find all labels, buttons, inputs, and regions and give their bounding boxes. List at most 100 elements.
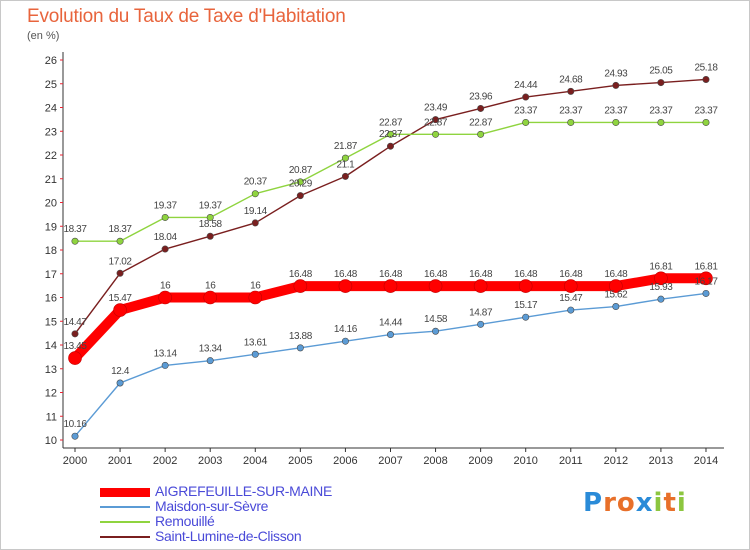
data-point-aigrefeuille-sur-maine (563, 279, 578, 293)
data-label-aigrefeuille-sur-maine: 16.48 (469, 269, 493, 280)
data-point-remouille (116, 237, 124, 245)
data-label-aigrefeuille-sur-maine: 16.48 (604, 269, 628, 280)
data-point-remouille (296, 178, 304, 186)
chart-data-labels: 14.4717.0218.0418.5819.1420.2921.122.372… (63, 62, 718, 430)
data-label-aigrefeuille-sur-maine: 16.48 (424, 269, 448, 280)
logo-letter: i (676, 488, 687, 518)
data-label-saint-lumine-de-clisson: 25.18 (694, 62, 718, 73)
data-point-remouille (657, 118, 665, 126)
data-point-saint-lumine-de-clisson (296, 192, 304, 200)
data-label-maisdon-sur-sevre: 12.4 (111, 366, 130, 377)
data-point-remouille (341, 154, 349, 162)
x-tick-label: 2001 (108, 455, 132, 467)
data-point-remouille (161, 213, 169, 221)
data-point-aigrefeuille-sur-maine (473, 279, 488, 293)
data-point-saint-lumine-de-clisson (71, 330, 79, 338)
data-point-remouille (206, 213, 214, 221)
data-point-saint-lumine-de-clisson (116, 269, 124, 277)
data-label-remouille: 23.37 (559, 105, 583, 116)
legend-label-aigrefeuille: AIGREFEUILLE-SUR-MAINE (155, 483, 332, 499)
x-tick-label: 2005 (288, 455, 312, 467)
data-point-saint-lumine-de-clisson (477, 104, 485, 112)
data-label-aigrefeuille-sur-maine: 16 (250, 281, 261, 292)
y-tick-label: 13 (45, 364, 57, 376)
data-label-remouille: 23.37 (514, 105, 538, 116)
data-label-aigrefeuille-sur-maine: 16.48 (559, 269, 583, 280)
series-line-remouille (74, 121, 707, 242)
data-point-maisdon-sur-sevre (432, 327, 440, 335)
y-tick-label: 23 (45, 126, 57, 138)
data-point-aigrefeuille-sur-maine (68, 351, 82, 365)
data-label-remouille: 22.87 (379, 117, 403, 128)
y-tick-label: 18 (45, 245, 57, 257)
data-label-saint-lumine-de-clisson: 21.1 (336, 159, 355, 170)
y-tick-label: 17 (45, 269, 57, 281)
x-tick-label: 2006 (333, 455, 357, 467)
data-label-aigrefeuille-sur-maine: 16 (205, 281, 216, 292)
data-point-aigrefeuille-sur-maine (203, 290, 218, 305)
y-tick-label: 14 (45, 340, 57, 352)
data-label-saint-lumine-de-clisson: 23.96 (469, 91, 493, 102)
data-label-remouille: 22.87 (469, 117, 493, 128)
data-label-maisdon-sur-sevre: 13.14 (154, 348, 178, 359)
data-label-remouille: 19.37 (199, 200, 223, 211)
chart-title: Evolution du Taux de Taxe d'Habitation (27, 6, 346, 27)
data-label-aigrefeuille-sur-maine: 15.47 (109, 293, 133, 304)
y-tick-label: 19 (45, 221, 57, 233)
data-point-aigrefeuille-sur-maine (609, 279, 623, 293)
data-point-saint-lumine-de-clisson (161, 245, 169, 253)
data-label-maisdon-sur-sevre: 16.17 (694, 276, 718, 287)
data-label-saint-lumine-de-clisson: 22.37 (379, 129, 403, 140)
logo-letter: x (635, 488, 654, 518)
data-point-aigrefeuille-sur-maine (338, 279, 353, 293)
data-label-aigrefeuille-sur-maine: 16.81 (649, 261, 673, 272)
logo-letter: P (583, 488, 604, 518)
x-tick-label: 2011 (559, 455, 583, 467)
data-point-maisdon-sur-sevre (477, 320, 485, 328)
y-tick-label: 12 (45, 388, 57, 400)
data-label-saint-lumine-de-clisson: 19.14 (244, 206, 268, 217)
data-label-saint-lumine-de-clisson: 24.93 (604, 68, 628, 79)
legend-swatch-maisdon (100, 506, 150, 508)
data-label-maisdon-sur-sevre: 14.16 (334, 324, 358, 335)
x-tick-label: 2003 (198, 455, 222, 467)
y-tick-label: 10 (45, 435, 57, 447)
data-label-remouille: 23.37 (604, 105, 628, 116)
data-label-aigrefeuille-sur-maine: 16.48 (514, 269, 538, 280)
data-point-remouille (251, 190, 259, 198)
series-line-maisdon-sur-sevre (74, 292, 707, 437)
x-tick-label: 2004 (243, 455, 267, 467)
x-tick-label: 2014 (694, 455, 718, 467)
data-label-maisdon-sur-sevre: 13.61 (244, 337, 268, 348)
data-point-maisdon-sur-sevre (161, 361, 169, 369)
data-label-maisdon-sur-sevre: 15.47 (559, 293, 583, 304)
y-tick-label: 16 (45, 293, 57, 305)
data-point-saint-lumine-de-clisson (522, 93, 530, 101)
line-chart: 10 11 12 13 14 15 16 17 18 19 20 21 22 23 24 25 26 2000 20… (45, 52, 724, 467)
data-label-aigrefeuille-sur-maine: 13.45 (63, 341, 87, 352)
x-tick-label: 2000 (63, 455, 87, 467)
data-label-remouille: 19.37 (154, 200, 178, 211)
data-label-maisdon-sur-sevre: 13.88 (289, 331, 313, 342)
data-label-maisdon-sur-sevre: 15.93 (649, 282, 673, 293)
x-tick-label: 2002 (153, 455, 177, 467)
data-label-saint-lumine-de-clisson: 24.44 (514, 80, 538, 91)
y-tick-label: 21 (45, 174, 57, 186)
chart-series (68, 75, 713, 440)
data-point-saint-lumine-de-clisson (251, 219, 259, 227)
data-point-maisdon-sur-sevre (567, 306, 575, 314)
x-tick-label: 2013 (649, 455, 673, 467)
data-point-maisdon-sur-sevre (522, 313, 530, 321)
x-tick-label: 2012 (604, 455, 628, 467)
data-point-aigrefeuille-sur-maine (158, 290, 172, 305)
data-point-remouille (386, 130, 394, 138)
x-tick-label: 2009 (468, 455, 492, 467)
data-point-saint-lumine-de-clisson (612, 81, 620, 89)
data-point-aigrefeuille-sur-maine (113, 303, 127, 317)
data-point-saint-lumine-de-clisson (341, 172, 349, 180)
data-point-maisdon-sur-sevre (206, 357, 214, 365)
legend-swatch-saint-lumine (100, 536, 150, 538)
logo-letter: r (603, 488, 617, 518)
data-label-saint-lumine-de-clisson: 20.29 (289, 179, 313, 190)
